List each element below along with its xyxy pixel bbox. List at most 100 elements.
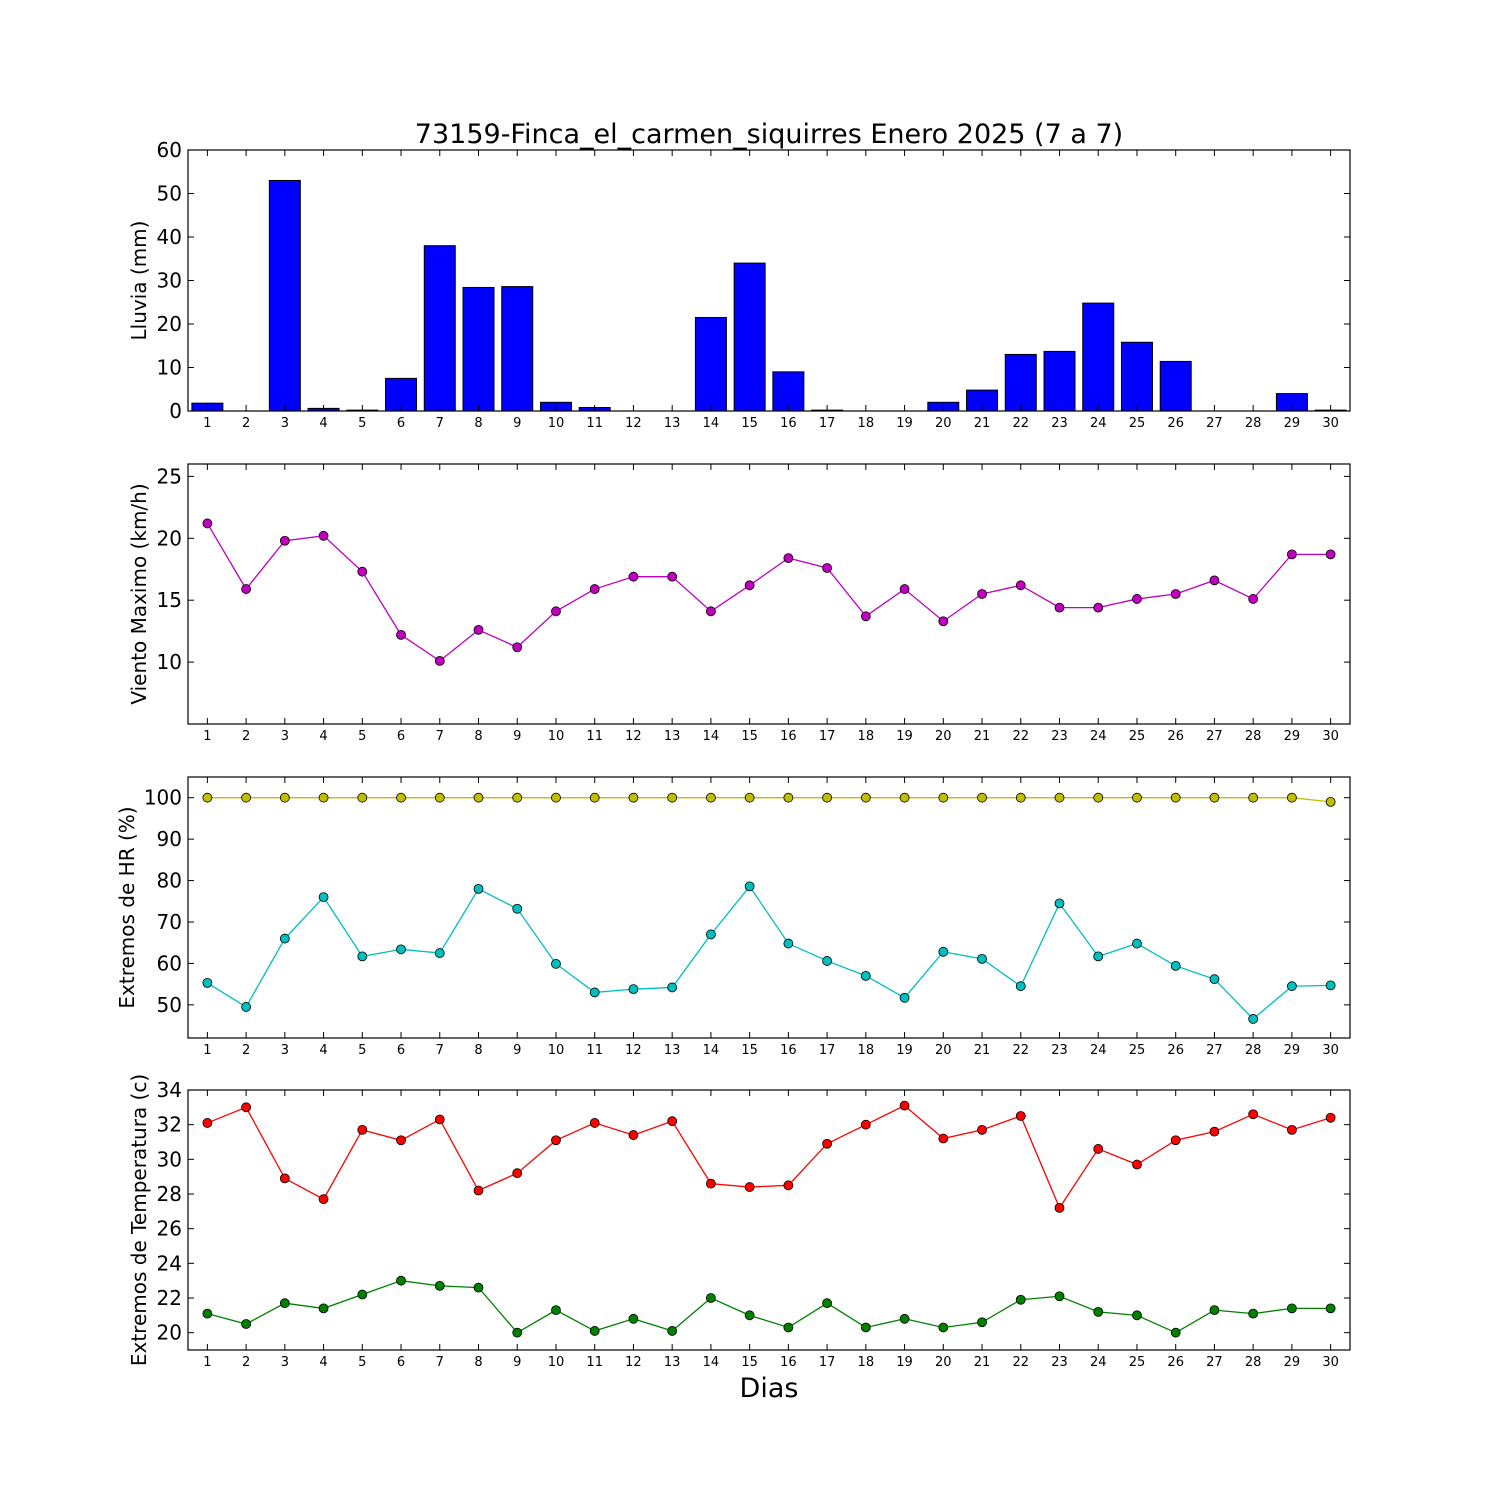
y-tick-label: 28 — [157, 1182, 182, 1206]
x-tick-label: 13 — [664, 729, 681, 744]
x-tick-label: 9 — [513, 1355, 521, 1370]
data-point-3-1-day-2 — [241, 792, 252, 803]
data-point-4-2-day-21 — [977, 1317, 987, 1328]
data-point-4-1-day-21 — [977, 1124, 987, 1135]
x-tick-label: 4 — [319, 729, 327, 744]
data-point-4-2-day-20 — [938, 1322, 949, 1333]
y-tick-label: 100 — [144, 786, 182, 810]
y-tick-label: 34 — [157, 1078, 182, 1102]
x-tick-label: 10 — [548, 729, 565, 744]
data-point-2-1-day-11 — [589, 584, 600, 594]
x-tick-label: 3 — [281, 1355, 289, 1370]
x-tick-label: 10 — [548, 1355, 565, 1370]
data-point-3-2-day-11 — [589, 987, 600, 998]
data-point-3-2-day-26 — [1170, 961, 1181, 971]
x-tick-label: 10 — [548, 1043, 565, 1058]
x-tick-label: 14 — [703, 1043, 720, 1058]
data-point-2-1-day-22 — [1015, 580, 1026, 591]
data-point-3-1-day-1 — [202, 792, 213, 803]
data-point-4-2-day-19 — [899, 1313, 910, 1324]
data-point-3-2-day-7 — [434, 948, 445, 958]
data-point-4-2-day-5 — [357, 1289, 368, 1300]
x-tick-label: 14 — [703, 1355, 720, 1370]
x-tick-label: 23 — [1051, 416, 1068, 431]
x-tick-label: 11 — [586, 1043, 603, 1058]
x-tick-label: 22 — [1012, 1355, 1029, 1370]
rain-bar-day-24 — [1082, 302, 1115, 412]
data-point-4-1-day-10 — [551, 1135, 561, 1146]
data-point-2-1-day-3 — [279, 535, 290, 546]
data-point-2-1-day-21 — [977, 589, 987, 599]
data-point-2-1-day-29 — [1287, 549, 1297, 560]
x-tick-label: 7 — [436, 416, 444, 431]
x-tick-label: 1 — [203, 729, 211, 744]
series-line-3-1 — [207, 797, 1331, 803]
x-tick-label: 17 — [819, 1043, 836, 1058]
data-point-2-1-day-9 — [512, 642, 523, 653]
data-point-2-1-day-24 — [1093, 602, 1104, 613]
x-tick-label: 1 — [203, 1355, 211, 1370]
x-tick-label: 11 — [586, 729, 603, 744]
data-point-3-2-day-21 — [977, 953, 987, 964]
data-point-3-1-day-4 — [318, 792, 329, 803]
data-point-4-1-day-14 — [706, 1178, 716, 1189]
x-tick-label: 1 — [203, 1043, 211, 1058]
y-tick-label: 60 — [157, 951, 182, 975]
x-tick-label: 9 — [513, 1043, 521, 1058]
data-point-4-1-day-17 — [822, 1138, 832, 1149]
data-point-4-2-day-24 — [1093, 1306, 1104, 1317]
y-tick-label: 90 — [157, 827, 182, 851]
x-tick-label: 28 — [1245, 729, 1262, 744]
data-point-3-2-day-27 — [1209, 974, 1220, 985]
data-point-3-2-day-12 — [628, 984, 639, 995]
data-point-2-1-day-12 — [628, 571, 639, 582]
x-tick-label: 25 — [1129, 729, 1146, 744]
rain-bar-day-23 — [1043, 350, 1076, 412]
data-point-3-1-day-20 — [938, 792, 949, 803]
data-point-2-1-day-23 — [1054, 602, 1065, 613]
rain-bar-day-14 — [694, 316, 727, 412]
y-tick-label: 30 — [157, 1147, 182, 1171]
data-point-3-2-day-30 — [1325, 980, 1336, 991]
data-point-4-1-day-23 — [1054, 1202, 1065, 1213]
data-point-2-1-day-27 — [1209, 575, 1220, 586]
y-axis-label-1: Lluvia (mm) — [127, 221, 151, 341]
data-point-3-2-day-23 — [1054, 898, 1065, 909]
data-point-3-1-day-22 — [1015, 792, 1026, 803]
rain-bar-day-3 — [268, 179, 301, 412]
rain-bar-day-22 — [1004, 353, 1037, 412]
x-tick-label: 5 — [358, 1043, 366, 1058]
data-point-3-1-day-13 — [667, 792, 678, 803]
data-point-4-2-day-18 — [860, 1322, 871, 1333]
x-tick-label: 9 — [513, 729, 521, 744]
data-point-3-1-day-29 — [1287, 792, 1297, 803]
y-tick-label: 25 — [157, 464, 182, 488]
data-point-3-1-day-17 — [822, 792, 832, 803]
data-point-4-1-day-5 — [357, 1124, 368, 1135]
y-tick-label: 30 — [157, 269, 182, 293]
data-point-3-2-day-25 — [1132, 938, 1142, 949]
x-tick-label: 27 — [1206, 729, 1223, 744]
data-point-2-1-day-30 — [1325, 549, 1336, 560]
data-point-3-1-day-3 — [279, 792, 290, 803]
rain-bar-day-7 — [423, 245, 456, 412]
x-tick-label: 25 — [1129, 1355, 1146, 1370]
x-tick-label: 12 — [625, 416, 642, 431]
x-tick-label: 28 — [1245, 416, 1262, 431]
data-point-3-1-day-19 — [899, 792, 910, 803]
y-tick-label: 0 — [169, 399, 182, 423]
x-tick-label: 7 — [436, 1043, 444, 1058]
x-tick-label: 29 — [1284, 729, 1301, 744]
data-point-4-1-day-6 — [396, 1135, 406, 1146]
data-point-3-1-day-8 — [473, 792, 484, 803]
data-point-2-1-day-26 — [1170, 589, 1181, 599]
data-point-4-1-day-28 — [1248, 1109, 1259, 1120]
x-tick-label: 18 — [858, 416, 875, 431]
x-tick-label: 26 — [1167, 416, 1184, 431]
x-tick-label: 9 — [513, 416, 521, 431]
data-point-2-1-day-10 — [551, 606, 561, 617]
y-tick-label: 20 — [157, 526, 182, 550]
data-point-2-1-day-7 — [434, 655, 445, 666]
data-point-3-1-day-28 — [1248, 792, 1259, 803]
